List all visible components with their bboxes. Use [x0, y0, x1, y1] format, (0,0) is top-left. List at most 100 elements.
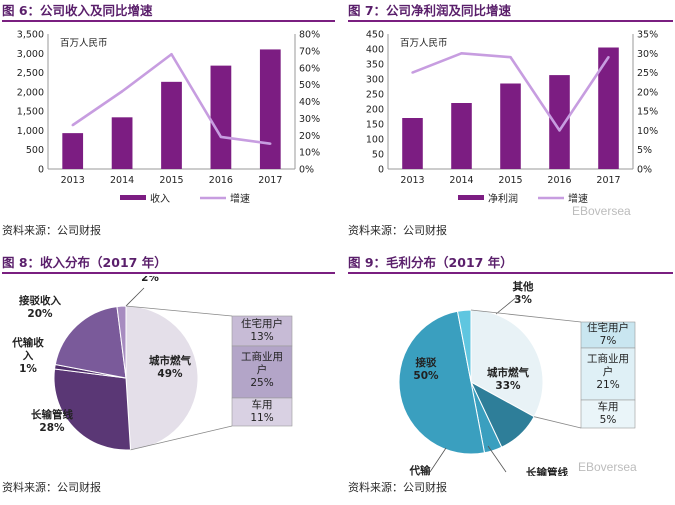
panel-fig8: 图 8：收入分布（2017 年） 城市燃气 49% 长输管线 28% 代输收入 1% 接驳收…	[2, 252, 335, 502]
bar	[161, 81, 182, 169]
breakdown-label-line: 住宅用户	[587, 321, 629, 334]
y-tick-label: 350	[366, 60, 384, 71]
bar	[62, 133, 84, 169]
bar	[210, 65, 232, 169]
watermark-text: EBoversea	[578, 460, 637, 474]
breakdown-label-line: 户	[603, 365, 614, 378]
breakdown-label: 车用 5%	[598, 400, 619, 426]
chart-title: 图 8：收入分布（2017 年）	[2, 252, 335, 274]
y-tick-label: 2,500	[17, 68, 44, 79]
breakdown-label-line: 户	[257, 363, 268, 376]
source-note: 资料来源：公司财报	[348, 481, 447, 494]
pie-slice-label-line: 接驳收入	[19, 294, 61, 307]
breakdown-label: 住宅用户 13%	[241, 317, 283, 343]
breakdown-label: 车用 11%	[250, 398, 273, 424]
pie-slice-value: 49%	[157, 368, 183, 380]
y2-tick-label: 70%	[299, 46, 320, 57]
unit-label: 百万人民币	[60, 38, 108, 49]
breakdown-segment	[231, 345, 293, 399]
chart-title: 图 6：公司收入及同比增速	[2, 0, 335, 22]
growth-point	[219, 135, 223, 139]
pie-slice-label-line: 长输管线	[526, 466, 568, 476]
y2-tick-label: 60%	[299, 63, 320, 74]
breakdown-label-line: 车用	[252, 398, 273, 411]
legend-bar-swatch	[458, 195, 484, 200]
pie-slice-label-line: 入	[23, 350, 34, 362]
watermark-text: EBoversea	[572, 204, 631, 218]
pie-slice-label: 其他 3%	[513, 280, 534, 306]
y-tick-label: 200	[366, 105, 384, 116]
y2-tick-label: 30%	[637, 49, 658, 60]
breakdown-segment	[231, 397, 293, 427]
leader-line	[429, 447, 447, 473]
y2-tick-label: 50%	[299, 80, 320, 91]
legend-bar-swatch	[120, 195, 146, 200]
x-tick-label: 2016	[209, 175, 233, 186]
y-tick-label: 100	[366, 135, 384, 146]
y2-tick-label: 10%	[299, 148, 320, 159]
x-tick-label: 2015	[498, 175, 522, 186]
unit-label: 百万人民币	[400, 38, 448, 49]
leader-line	[125, 287, 145, 307]
pie-slice-label: 城市燃气 33%	[487, 366, 529, 392]
pie-slice-label-line: 代输	[409, 464, 431, 476]
bar	[598, 47, 619, 169]
growth-point	[120, 90, 124, 93]
pie-slice-label: 代输收入 1%	[11, 336, 44, 375]
y-tick-label: 50	[372, 150, 384, 161]
x-tick-label: 2013	[61, 175, 85, 186]
growth-point	[558, 129, 561, 132]
pie-slice-label: 其他收入2%	[129, 276, 171, 284]
pie-slice	[116, 305, 127, 379]
pie-slice-label: 城市燃气 49%	[149, 354, 191, 380]
y-tick-label: 0	[378, 165, 384, 176]
bar	[500, 83, 521, 169]
bar	[549, 75, 570, 169]
leader-line	[487, 445, 507, 473]
x-tick-label: 2016	[547, 175, 571, 186]
y-tick-label: 150	[366, 120, 384, 131]
breakdown-value: 21%	[596, 379, 619, 391]
x-tick-label: 2014	[449, 175, 473, 186]
pie-slice-label-line: 城市燃气	[149, 354, 191, 367]
breakdown-segment	[231, 315, 293, 347]
y-tick-label: 0	[38, 165, 44, 176]
y2-tick-label: 0%	[299, 165, 314, 176]
x-tick-label: 2014	[110, 175, 134, 186]
y2-tick-label: 20%	[637, 87, 658, 98]
bar-line-chart-fig7: 0 50 100 150 200 250 300 350 400 450 0% 5% 10% 15% 20%…	[366, 30, 658, 206]
breakdown-label: 住宅用户 7%	[587, 321, 629, 347]
y2-tick-label: 5%	[637, 145, 652, 156]
pie-slice-label: 长输管线 28%	[31, 408, 73, 434]
pie-slice-label: 接驳收入 20%	[19, 294, 61, 320]
chart-title: 图 9：毛利分布（2017 年）	[348, 252, 673, 274]
pie-slice-label-line: 城市燃气	[487, 366, 529, 379]
bar	[111, 117, 133, 169]
pie-slice-label-line: 接驳	[416, 356, 437, 369]
pie-slice-label-line: 长输管线	[31, 408, 73, 421]
panel-fig6: 图 6：公司收入及同比增速 0 500 1,000 1,500 2,000 2,500 3,…	[2, 0, 335, 240]
chart-title: 图 7：公司净利润及同比增速	[348, 0, 673, 22]
y-tick-label: 400	[366, 45, 384, 56]
legend-line-label: 增速	[230, 192, 250, 205]
growth-point	[411, 71, 414, 74]
y2-tick-label: 15%	[637, 107, 658, 118]
growth-point	[607, 55, 610, 59]
y-tick-label: 3,500	[17, 30, 44, 41]
pie-slice	[125, 305, 199, 451]
y2-tick-label: 20%	[299, 131, 320, 142]
breakdown-segment	[580, 347, 636, 401]
growth-point	[170, 53, 173, 56]
breakdown-value: 11%	[250, 412, 273, 424]
legend-line-label: 增速	[568, 192, 588, 205]
pie-slice-value: 28%	[39, 422, 65, 434]
x-tick-label: 2017	[596, 175, 620, 186]
y2-tick-label: 25%	[637, 68, 658, 79]
breakdown-label: 工商业用户 25%	[241, 350, 283, 389]
pie-slice	[53, 368, 132, 451]
breakdown-segment	[580, 399, 636, 429]
connector-line	[534, 416, 582, 429]
connector-line	[130, 425, 233, 451]
